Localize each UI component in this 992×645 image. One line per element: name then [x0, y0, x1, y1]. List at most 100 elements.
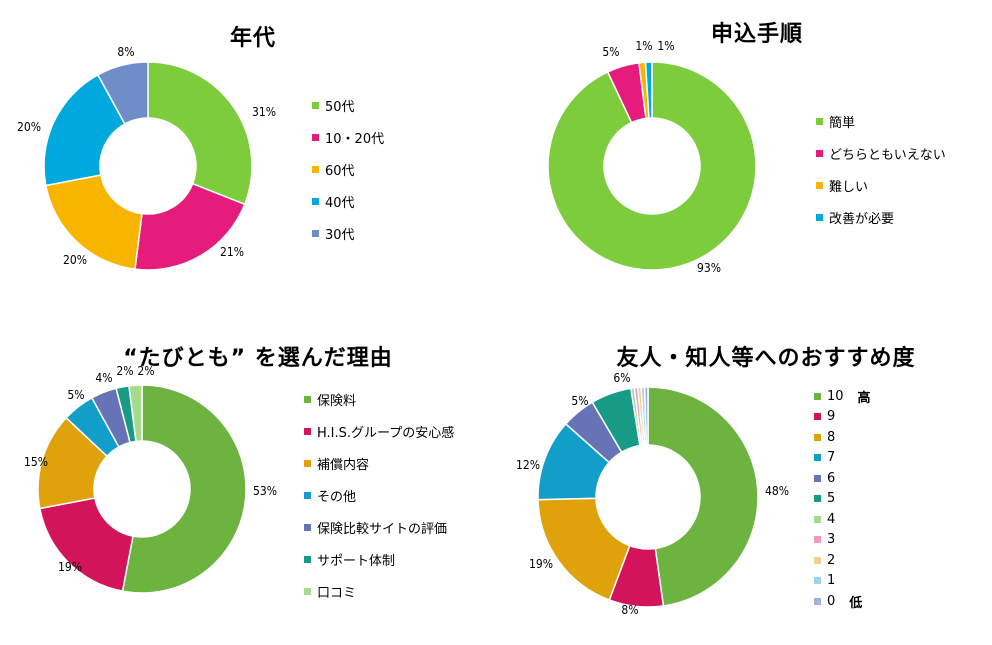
legend-label: サポート体制 — [317, 553, 396, 569]
slice-10 — [647, 386, 759, 607]
data-label-10s-20s: 21% — [220, 245, 244, 259]
legend-item-6: 6 — [814, 468, 871, 489]
legend-label: 難しい — [829, 179, 869, 195]
data-label-5: 6% — [613, 371, 630, 385]
chart-title: 友人・知人等へのおすすめ度 — [616, 346, 916, 371]
legend-swatch — [814, 433, 821, 441]
data-label-support: 2% — [116, 364, 133, 378]
legend-item-8: 8 — [814, 427, 871, 448]
legend-label: 5 — [827, 491, 836, 507]
legend-item-comparison-site: 保険比較サイトの評価 — [304, 511, 454, 543]
legend-swatch — [814, 495, 821, 503]
legend-swatch — [312, 133, 319, 141]
legend-item-50s: 50代 — [312, 89, 384, 121]
legend-swatch — [816, 181, 823, 189]
data-label-40s: 20% — [17, 120, 41, 134]
legend-scale-note: 高 — [857, 390, 871, 406]
data-label-6: 5% — [571, 394, 588, 408]
legend-label: 8 — [827, 429, 836, 445]
legend-item-difficult: 難しい — [816, 169, 946, 201]
legend-swatch — [304, 427, 311, 435]
data-label-reviews: 2% — [137, 364, 154, 378]
slice-his-group-trust — [38, 497, 134, 593]
chart-legend: 10 高 9 8 7 6 5 4 3 2 1 0 低 — [814, 386, 871, 612]
legend-label: 補償内容 — [317, 457, 370, 473]
legend-label: 保険比較サイトの評価 — [317, 521, 448, 537]
legend-swatch — [312, 165, 319, 173]
legend-item-3: 3 — [814, 530, 871, 551]
legend-label: 口コミ — [317, 585, 357, 601]
reason-chart-panel: “たびとも” を選んだ理由 53% 19% 15% 5% 4% 2% 2% 保険料 H.I.S.グ… — [0, 322, 496, 644]
legend-label: 0 — [827, 593, 836, 609]
data-label-easy: 93% — [697, 261, 721, 275]
legend-label: 保険料 — [317, 393, 357, 409]
legend-item-5: 5 — [814, 489, 871, 510]
legend-item-40s: 40代 — [312, 185, 384, 217]
slice-30s — [96, 61, 149, 125]
legend-label: 簡単 — [829, 115, 856, 131]
data-label-comparison-site: 4% — [95, 371, 112, 385]
legend-swatch — [304, 523, 311, 531]
donut-chart: 53% 19% 15% 5% 4% 2% 2% — [24, 364, 277, 594]
data-label-60s: 20% — [63, 253, 87, 267]
chart-legend: 50代 10・20代 60代 40代 30代 — [312, 89, 384, 249]
legend-item-7: 7 — [814, 448, 871, 469]
legend-swatch — [816, 213, 823, 221]
legend-label: 改善が必要 — [829, 211, 895, 227]
legend-label: 9 — [827, 409, 836, 425]
chart-legend: 保険料 H.I.S.グループの安心感 補償内容その他保険比較サイトの評価 サポート体制… — [304, 383, 454, 607]
legend-swatch — [304, 491, 311, 499]
slice-premium — [121, 384, 247, 594]
legend-label: 50代 — [325, 99, 355, 115]
slice-needs-improvement — [644, 61, 653, 119]
legend-item-10s-20s: 10・20代 — [312, 121, 384, 153]
legend-label: 2 — [827, 552, 836, 568]
legend-label: 10・20代 — [325, 131, 385, 147]
legend-swatch — [814, 454, 821, 462]
legend-label: H.I.S.グループの安心感 — [317, 425, 455, 441]
chart-title: 年代 — [229, 26, 277, 51]
slice-reviews — [128, 384, 143, 443]
legend-item-support: サポート体制 — [304, 543, 454, 575]
legend-item-other: その他 — [304, 479, 454, 511]
data-label-difficult: 1% — [635, 39, 652, 53]
legend-label: 40代 — [325, 195, 355, 211]
data-label-50s: 31% — [252, 105, 276, 119]
legend-item-his-group-trust: H.I.S.グループの安心感 — [304, 415, 454, 447]
legend-item-reviews: 口コミ — [304, 575, 454, 607]
legend-item-2: 2 — [814, 550, 871, 571]
legend-label: 60代 — [325, 163, 355, 179]
legend-scale-note: 低 — [849, 595, 863, 611]
slice-0 — [643, 386, 649, 446]
donut-chart: 93% 5% 1% 1% — [547, 39, 757, 275]
slice-40s — [43, 73, 126, 187]
donut-chart: 31% 21% 20% 20% 8% — [17, 45, 276, 271]
legend-swatch — [814, 474, 821, 482]
legend-swatch — [816, 149, 823, 157]
legend-label: 30代 — [325, 227, 355, 243]
slice-10s-20s — [134, 182, 246, 271]
data-label-his-group-trust: 19% — [58, 560, 82, 574]
legend-swatch — [814, 536, 821, 544]
legend-item-neither: どちらともいえない — [816, 137, 946, 169]
legend-label: どちらともいえない — [829, 147, 946, 163]
legend-item-needs-improvement: 改善が必要 — [816, 201, 946, 233]
legend-label: 4 — [827, 511, 836, 527]
legend-swatch — [304, 587, 311, 595]
legend-swatch — [816, 117, 823, 125]
data-label-other: 5% — [67, 388, 84, 402]
chart-title: “たびとも” を選んだ理由 — [123, 346, 393, 371]
legend-item-4: 4 — [814, 509, 871, 530]
legend-swatch — [312, 229, 319, 237]
legend-item-10: 10 高 — [814, 386, 871, 407]
data-label-8: 19% — [529, 557, 553, 571]
data-label-premium: 53% — [253, 484, 277, 498]
data-label-needs-improvement: 1% — [657, 39, 674, 53]
legend-swatch — [814, 556, 821, 564]
legend-swatch — [814, 577, 821, 585]
legend-swatch — [814, 597, 821, 605]
legend-label: 10 — [827, 388, 844, 404]
legend-swatch — [312, 197, 319, 205]
data-label-7: 12% — [516, 458, 540, 472]
